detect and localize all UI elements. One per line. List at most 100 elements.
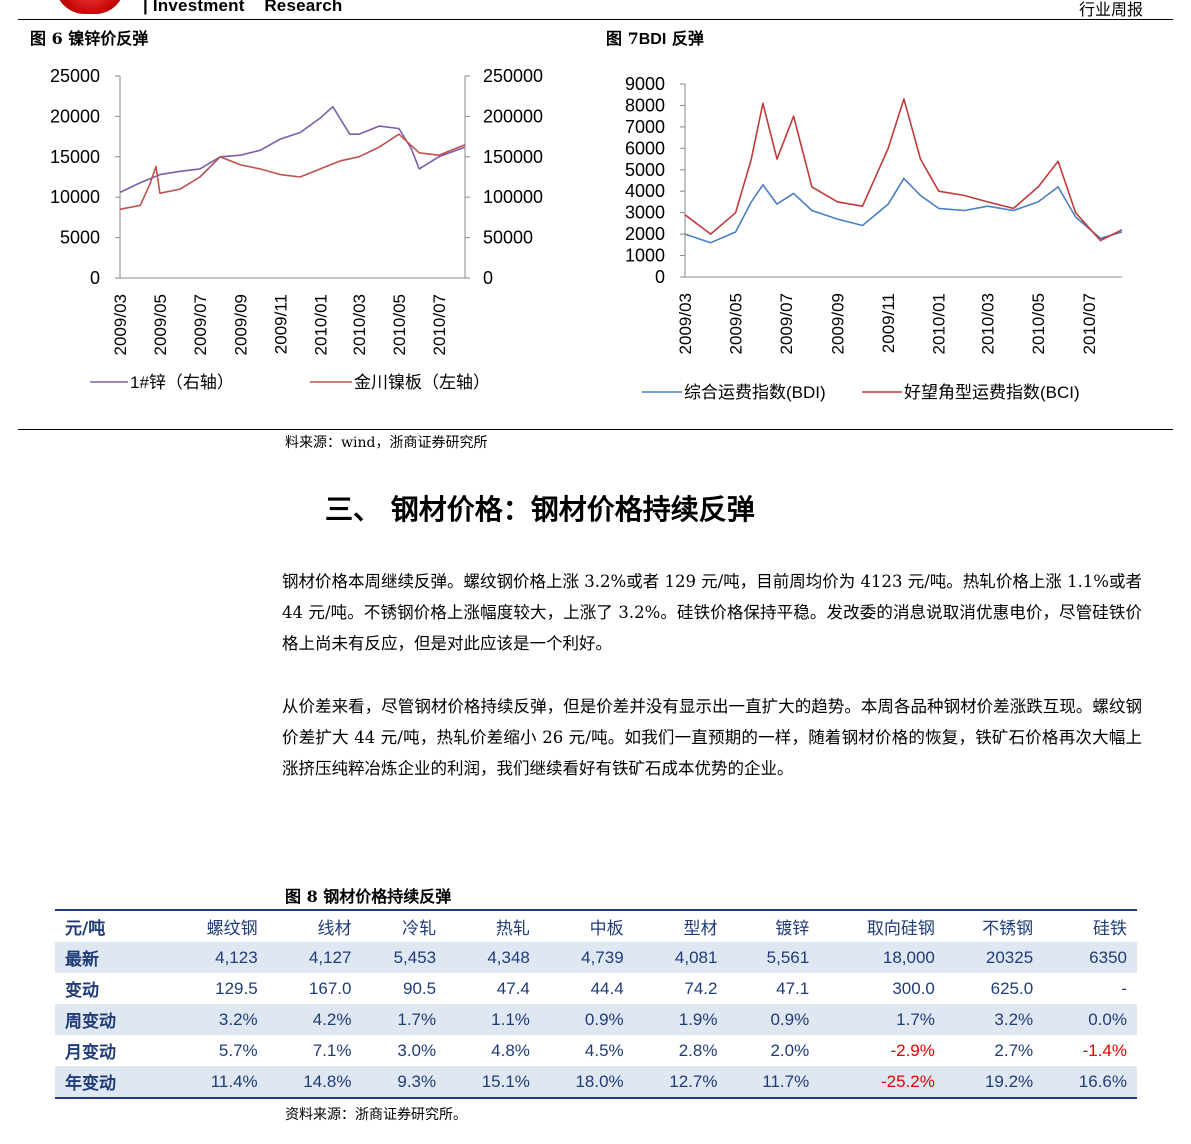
table-row: 年变动 11.4% 14.8% 9.3% 15.1% 18.0% 12.7% 11.7% -25… [55, 1066, 1137, 1099]
fig6-title: 图 6 镍锌价反弹 [30, 29, 149, 48]
legend-label-zinc: 1#锌（右轴） [130, 373, 234, 392]
x-tick-label: 2009/11 [879, 293, 898, 353]
legend-label-nickel: 金川镍板（左轴） [354, 373, 490, 392]
y-tick-label-right: 100000 [483, 187, 543, 207]
y-tick-label-left: 25000 [50, 66, 100, 86]
y-tick-label-right: 0 [483, 268, 493, 288]
y-tick-label-left: 0 [90, 268, 100, 288]
fig8-title: 图 8 钢材价格持续反弹 [285, 887, 452, 906]
table-cell: 1.1% [446, 1004, 540, 1035]
y-tick-label-left: 15000 [50, 147, 100, 167]
table-cell: 11.7% [727, 1066, 820, 1099]
series-line-1 [119, 105, 466, 194]
table-cell: 4.8% [491, 1040, 530, 1060]
y-tick-label-left: 2000 [625, 224, 665, 244]
x-tick-label: 2009/07 [191, 294, 210, 355]
table-cell: 3.2% [169, 1004, 268, 1035]
table-cell: 18.0% [539, 1066, 634, 1099]
table-cell: 3.2% [944, 1004, 1044, 1035]
y-tick-label-left: 6000 [625, 138, 665, 158]
header-brand: | Investment Research [143, 0, 343, 15]
table-row: 最新 4,123 4,127 5,453 4,348 4,739 4,081 5,561 18,… [55, 942, 1137, 973]
table-header: 冷轧 [361, 909, 447, 942]
x-tick-label: 2010/07 [1080, 293, 1099, 354]
table-header: 型材 [633, 909, 728, 942]
x-tick-label: 2009/11 [271, 294, 290, 354]
table-cell: - [1121, 978, 1127, 998]
y-tick-label-right: 200000 [483, 106, 543, 126]
y-tick-label-left: 9000 [625, 74, 665, 94]
x-tick-label: 2009/03 [111, 294, 130, 355]
table-header: 镀锌 [727, 909, 820, 942]
table-cell: 14.8% [267, 1066, 362, 1099]
table-cell: -2.9% [890, 1040, 935, 1060]
series-line-2 [119, 133, 466, 211]
table-row-label: 最新 [55, 942, 170, 973]
table-row-label: 变动 [65, 981, 99, 1001]
table-source: 资料来源：浙商证券研究所。 [285, 1107, 467, 1123]
table-cell: 1.9% [633, 1004, 728, 1035]
table-cell: 625.0 [990, 978, 1034, 998]
table-row: 变动 129.5 167.0 90.5 47.4 44.4 74.2 47.1 300.0 625… [55, 973, 1137, 1004]
table-cell: 12.7% [633, 1066, 728, 1099]
table-cell: 5,561 [727, 942, 820, 973]
x-tick-label: 2009/09 [829, 293, 848, 354]
table-cell: 47.4 [496, 978, 530, 998]
header-divider [18, 19, 1173, 20]
table-cell: 19.2% [944, 1066, 1044, 1099]
y-tick-label-left: 1000 [625, 246, 665, 266]
table-cell: 74.2 [684, 978, 718, 998]
table-cell: 6350 [1043, 942, 1137, 973]
table-header-unit: 元/吨 [55, 909, 170, 942]
company-logo [55, 0, 125, 14]
y-tick-label-left: 5000 [60, 228, 100, 248]
x-tick-label: 2010/03 [350, 294, 369, 355]
x-tick-label: 2009/05 [727, 293, 746, 354]
x-tick-label: 2010/01 [311, 294, 330, 355]
nickel-zinc-chart: 2500020000150001000050000250000200000150… [50, 66, 543, 392]
table-row: 月变动 5.7% 7.1% 3.0% 4.8% 4.5% 2.8% 2.0% -2.9% 2.7%… [55, 1035, 1137, 1066]
header-report-type: 行业周报 [1078, 0, 1143, 19]
table-cell: 0.9% [539, 1004, 634, 1035]
table-cell: 4,348 [446, 942, 540, 973]
table-header: 取向硅钢 [819, 909, 945, 942]
table-cell: 1.7% [361, 1004, 447, 1035]
table-cell: 44.4 [590, 978, 624, 998]
x-tick-label: 2009/03 [676, 293, 695, 354]
table-cell: 7.1% [312, 1040, 352, 1060]
table-header-row: 元/吨 螺纹钢 线材 冷轧 热轧 中板 型材 镀锌 取向硅钢 不锈钢 硅铁 [55, 909, 1137, 942]
table-cell: 5.7% [218, 1040, 258, 1060]
y-tick-label-left: 0 [655, 267, 665, 287]
y-tick-label-right: 50000 [483, 228, 533, 248]
table-cell: 47.1 [776, 978, 810, 998]
figure-source: 料来源：wind，浙商证券研究所 [285, 435, 488, 451]
y-tick-label-right: 250000 [483, 66, 543, 86]
table-cell: 3.0% [397, 1040, 437, 1060]
section-title: 三、 钢材价格：钢材价格持续反弹 [325, 493, 755, 526]
figure-divider [18, 429, 1173, 430]
y-tick-label-left: 8000 [625, 95, 665, 115]
x-tick-label: 2010/05 [390, 294, 409, 355]
table-cell: 4,081 [633, 942, 728, 973]
x-tick-label: 2010/07 [430, 294, 449, 355]
table-cell: 4.5% [584, 1040, 624, 1060]
table-cell: 15.1% [446, 1066, 540, 1099]
series-line-1 [684, 177, 1123, 244]
y-tick-label-left: 5000 [625, 160, 665, 180]
paragraph-steel-price: 钢材价格本周继续反弹。螺纹钢价格上涨 3.2%或者 129 元/吨，目前周均价为… [282, 572, 1142, 653]
table-cell: 129.5 [215, 978, 258, 998]
table-cell: 18,000 [819, 942, 945, 973]
table-header: 线材 [267, 909, 362, 942]
x-tick-label: 2010/01 [930, 293, 949, 354]
legend-label-bci: 好望角型运费指数(BCI) [904, 383, 1080, 402]
table-header: 螺纹钢 [169, 909, 268, 942]
y-tick-label-left: 10000 [50, 187, 100, 207]
x-tick-label: 2009/05 [151, 294, 170, 355]
x-tick-label: 2010/05 [1029, 293, 1048, 354]
table-cell: 2.0% [770, 1040, 810, 1060]
steel-price-table: 元/吨 螺纹钢 线材 冷轧 热轧 中板 型材 镀锌 取向硅钢 不锈钢 硅铁 最新… [55, 909, 1137, 1099]
table-cell: 5,453 [361, 942, 447, 973]
table-cell: 0.9% [727, 1004, 820, 1035]
table-cell: 9.3% [361, 1066, 447, 1099]
